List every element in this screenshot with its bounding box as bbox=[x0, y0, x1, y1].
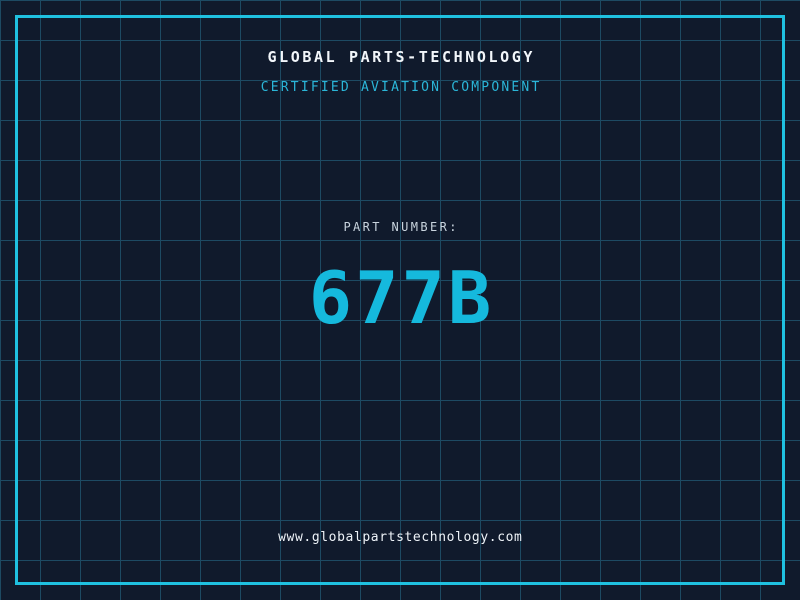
company-title: GLOBAL PARTS-TECHNOLOGY bbox=[267, 48, 536, 66]
part-number-label: PART NUMBER: bbox=[343, 220, 459, 234]
part-number-value: 677B bbox=[308, 256, 495, 340]
certification-line: CERTIFIED AVIATION COMPONENT bbox=[260, 80, 542, 95]
website-url: www.globalpartstechnology.com bbox=[278, 530, 523, 545]
